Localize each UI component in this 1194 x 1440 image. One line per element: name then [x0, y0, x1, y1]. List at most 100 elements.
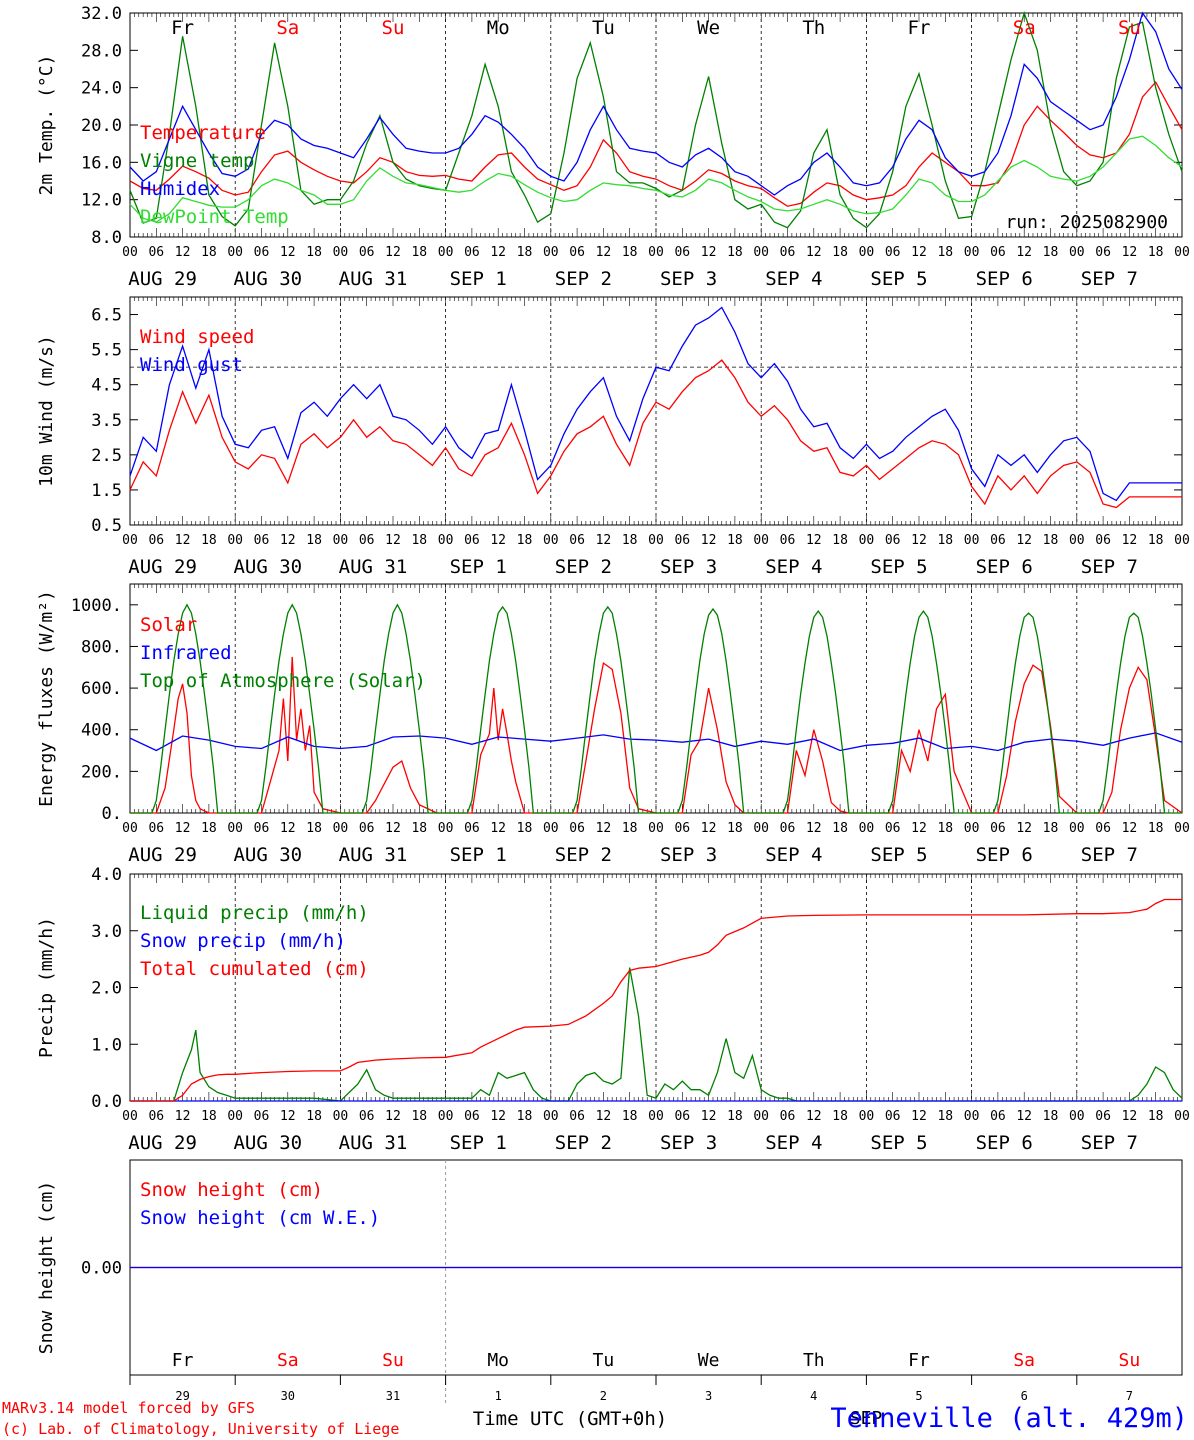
- x-date-label: SEP 1: [450, 268, 507, 290]
- x-hour-label: 12: [596, 533, 612, 548]
- x-hour-label: 18: [727, 821, 743, 836]
- day-abbr-label: Th: [802, 17, 825, 39]
- x-hour-label: 00: [543, 1109, 559, 1124]
- x-day-abbr: We: [698, 1350, 720, 1371]
- x-hour-label: 00: [1069, 533, 1085, 548]
- x-hour-label: 12: [911, 1109, 927, 1124]
- series-line-total-cumulated-cm-: [130, 898, 1182, 1102]
- x-hour-label: 12: [175, 533, 191, 548]
- day-abbr-label: Sa: [1013, 17, 1036, 39]
- legend-entry: Total cumulated (cm): [140, 958, 369, 980]
- x-date-label: SEP 2: [555, 1132, 612, 1154]
- x-hour-label: 12: [806, 245, 822, 260]
- x-day-number: 5: [915, 1389, 922, 1403]
- x-hour-label: 00: [753, 533, 769, 548]
- x-hour-label: 06: [464, 1109, 480, 1124]
- x-hour-label: 12: [1122, 533, 1138, 548]
- x-hour-label: 18: [832, 1109, 848, 1124]
- x-hour-label: 00: [1069, 245, 1085, 260]
- y-tick-label: 5.5: [91, 341, 122, 361]
- x-hour-label: 00: [122, 533, 138, 548]
- legend-entry: Snow height (cm W.E.): [140, 1207, 380, 1229]
- x-hour-label: 18: [832, 821, 848, 836]
- x-hour-label: 12: [385, 533, 401, 548]
- x-hour-label: 06: [674, 533, 690, 548]
- x-hour-label: 18: [622, 821, 638, 836]
- series-line-infrared: [129, 732, 1183, 752]
- station-name: Tenneville (alt. 429m): [830, 1403, 1188, 1434]
- x-date-label: SEP 7: [1081, 844, 1138, 866]
- x-hour-label: 00: [333, 245, 349, 260]
- x-hour-label: 06: [780, 533, 796, 548]
- x-hour-label: 06: [464, 821, 480, 836]
- time-axis-label: Time UTC (GMT+0h): [473, 1408, 667, 1430]
- x-date-label: AUG 31: [339, 844, 408, 866]
- x-hour-label: 18: [622, 533, 638, 548]
- x-date-label: SEP 3: [660, 268, 717, 290]
- x-date-label: AUG 29: [128, 268, 197, 290]
- x-hour-label: 18: [201, 1109, 217, 1124]
- x-date-label: AUG 29: [128, 556, 197, 578]
- y-tick-label: 32.0: [81, 4, 122, 24]
- x-hour-label: 00: [648, 245, 664, 260]
- x-hour-label: 18: [411, 1109, 427, 1124]
- x-date-label: SEP 4: [765, 268, 822, 290]
- x-date-label: SEP 5: [870, 844, 927, 866]
- legend-entry: Snow precip (mm/h): [140, 930, 346, 952]
- x-hour-label: 18: [727, 1109, 743, 1124]
- y-tick-label: 0.00: [81, 1259, 122, 1279]
- x-hour-label: 12: [1016, 533, 1032, 548]
- panel-4: [129, 873, 1183, 1102]
- x-hour-label: 00: [122, 821, 138, 836]
- y-axis-label: 2m Temp. (°C): [36, 55, 57, 196]
- legend-entry: Vigne temp: [140, 150, 254, 172]
- x-hour-label: 12: [701, 1109, 717, 1124]
- credit-line-1: MARv3.14 model forced by GFS: [2, 1399, 255, 1417]
- credit-line-2: (c) Lab. of Climatology, University of L…: [2, 1420, 399, 1438]
- x-day-number: 2: [600, 1389, 607, 1403]
- x-hour-label: 06: [254, 821, 270, 836]
- x-hour-label: 06: [569, 1109, 585, 1124]
- x-hour-label: 18: [411, 245, 427, 260]
- x-hour-label: 18: [727, 245, 743, 260]
- x-hour-label: 18: [411, 533, 427, 548]
- x-hour-label: 00: [438, 533, 454, 548]
- series-line-temperature: [129, 80, 1183, 207]
- x-hour-label: 12: [280, 821, 296, 836]
- x-hour-label: 18: [517, 821, 533, 836]
- x-day-number: 29: [175, 1389, 189, 1403]
- x-hour-label: 00: [1174, 1109, 1190, 1124]
- x-hour-label: 06: [780, 245, 796, 260]
- x-hour-label: 18: [201, 245, 217, 260]
- x-hour-label: 18: [832, 533, 848, 548]
- x-hour-label: 00: [753, 1109, 769, 1124]
- x-date-label: SEP 5: [870, 268, 927, 290]
- x-hour-label: 00: [227, 533, 243, 548]
- x-hour-label: 00: [543, 821, 559, 836]
- x-hour-label: 06: [674, 821, 690, 836]
- x-hour-label: 06: [148, 1109, 164, 1124]
- x-hour-label: 00: [859, 1109, 875, 1124]
- x-hour-label: 12: [1122, 821, 1138, 836]
- x-date-label: AUG 30: [233, 1132, 302, 1154]
- x-hour-label: 06: [254, 245, 270, 260]
- x-day-abbr: Sa: [1013, 1350, 1035, 1371]
- series-line-wind-gust: [129, 306, 1182, 502]
- x-hour-label: 12: [280, 533, 296, 548]
- x-date-label: SEP 1: [450, 1132, 507, 1154]
- x-hour-label: 12: [385, 821, 401, 836]
- y-tick-label: 1000.: [71, 596, 122, 616]
- x-hour-label: 06: [1095, 1109, 1111, 1124]
- x-hour-label: 00: [438, 1109, 454, 1124]
- x-hour-label: 06: [569, 245, 585, 260]
- x-hour-label: 06: [1095, 245, 1111, 260]
- y-tick-label: 20.0: [81, 116, 122, 136]
- legend-entry: Snow height (cm): [140, 1179, 323, 1201]
- x-date-label: SEP 6: [976, 844, 1033, 866]
- x-hour-label: 12: [280, 245, 296, 260]
- x-hour-label: 06: [464, 245, 480, 260]
- x-hour-label: 00: [1069, 1109, 1085, 1124]
- x-hour-label: 00: [753, 821, 769, 836]
- y-tick-label: 4.5: [91, 376, 122, 396]
